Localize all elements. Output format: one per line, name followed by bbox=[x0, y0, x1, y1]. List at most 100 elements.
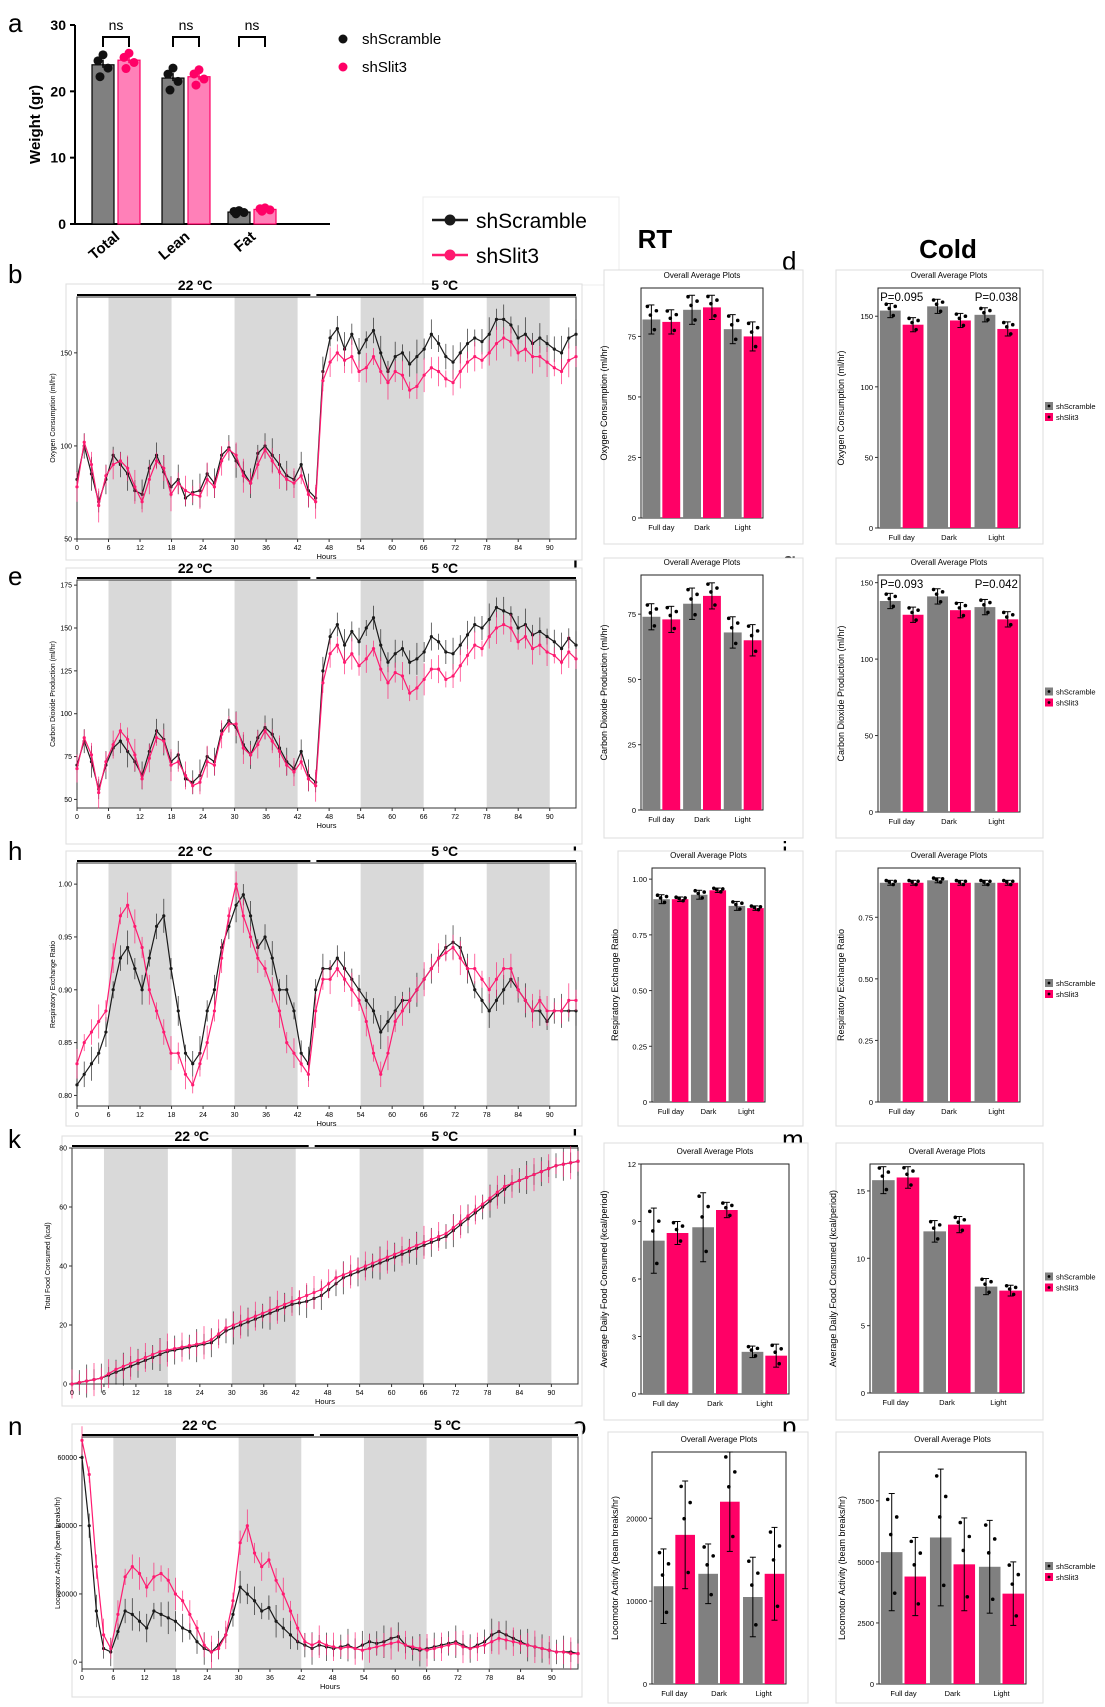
k-point-shslit3 bbox=[407, 1246, 411, 1250]
c-y-axis-label: Oxygen Consumption (ml/hr) bbox=[599, 345, 609, 460]
f-plot-border bbox=[640, 574, 764, 811]
f-dot-shscramble bbox=[652, 624, 657, 628]
e-y-tick-label: 100 bbox=[60, 711, 72, 718]
n-y-axis-label: Locomotor Activity (beam breaks/hr) bbox=[55, 1497, 62, 1609]
b-point-shscramble bbox=[335, 327, 339, 331]
l-bar-shscramble bbox=[692, 1227, 714, 1394]
k-x-tick-label: 54 bbox=[356, 1390, 364, 1397]
p-bar-shscramble bbox=[929, 1537, 952, 1684]
p-dot-shscramble bbox=[941, 1583, 946, 1588]
h-point-shslit3 bbox=[126, 903, 130, 907]
n-point-shslit3 bbox=[159, 1571, 163, 1576]
c-dot-shslit3 bbox=[674, 312, 679, 317]
h-x-tick-label: 36 bbox=[262, 1112, 270, 1119]
b-point-shslit3 bbox=[335, 351, 339, 355]
h-point-shscramble bbox=[285, 988, 289, 992]
i-dot-shscramble bbox=[702, 890, 707, 894]
g-y-tick-label: 0 bbox=[869, 808, 873, 817]
e-point-shscramble bbox=[357, 640, 361, 644]
i-dot-shscramble bbox=[658, 896, 663, 900]
b-point-shslit3 bbox=[176, 481, 180, 485]
k-dark-period bbox=[103, 1148, 168, 1384]
e-point-shscramble bbox=[552, 640, 556, 644]
k-y-tick-label: 20 bbox=[59, 1323, 67, 1330]
p-dot-shscramble bbox=[892, 1591, 897, 1595]
e-point-shslit3 bbox=[502, 622, 506, 627]
h-point-shslit3 bbox=[451, 945, 455, 950]
h-point-shslit3 bbox=[531, 1009, 535, 1013]
h-point-shscramble bbox=[104, 1030, 108, 1034]
o-bar-shscramble bbox=[698, 1573, 718, 1684]
j-x-tick-label: Dark bbox=[941, 1107, 957, 1116]
b-point-shscramble bbox=[400, 351, 405, 355]
e-point-shscramble bbox=[422, 650, 426, 654]
n-point-shslit3 bbox=[403, 1643, 408, 1647]
o-dot-shscramble bbox=[702, 1545, 706, 1549]
h-x-tick-label: 18 bbox=[168, 1112, 176, 1119]
m-dot-shscramble bbox=[877, 1166, 882, 1170]
j-y-tick-label: 0 bbox=[869, 1098, 873, 1107]
b-point-shslit3 bbox=[487, 351, 491, 355]
h-point-shslit3 bbox=[422, 977, 426, 981]
e-point-shscramble bbox=[473, 622, 477, 627]
p-dot-shslit3 bbox=[1010, 1582, 1015, 1586]
i-bar-shscramble bbox=[728, 905, 746, 1102]
g-dot-shslit3 bbox=[1001, 610, 1006, 615]
h-point-shslit3 bbox=[133, 924, 137, 928]
h-point-shslit3 bbox=[458, 956, 462, 960]
b-x-tick-label: 18 bbox=[168, 545, 176, 552]
h-x-tick-label: 24 bbox=[199, 1112, 207, 1119]
d-dot-shscramble bbox=[934, 302, 939, 307]
h-point-shslit3 bbox=[299, 1062, 303, 1066]
e-x-tick-label: 6 bbox=[107, 814, 111, 821]
f-x-tick-label: Full day bbox=[648, 815, 675, 824]
m-dot-shscramble bbox=[983, 1282, 987, 1286]
i-bar-shscramble bbox=[690, 894, 708, 1102]
e-y-tick-label: 175 bbox=[60, 583, 72, 590]
b-point-shscramble bbox=[473, 336, 477, 340]
h-point-shscramble bbox=[494, 998, 499, 1002]
h-y-tick-label: 0.85 bbox=[58, 1040, 72, 1047]
k-point-shslit3 bbox=[151, 1352, 155, 1357]
d-legend-label-shslit3: shSlit3 bbox=[1056, 413, 1079, 422]
o-dot-shslit3 bbox=[733, 1470, 737, 1474]
l-dot-shscramble bbox=[749, 1348, 754, 1352]
b-point-shscramble bbox=[480, 340, 484, 344]
c-dot-shscramble bbox=[729, 323, 734, 327]
i-dot-shscramble bbox=[696, 891, 701, 896]
o-dot-shscramble bbox=[750, 1583, 754, 1587]
o-x-tick-label: Light bbox=[756, 1689, 773, 1698]
b-point-shslit3 bbox=[451, 381, 455, 385]
n-point-shslit3 bbox=[252, 1551, 257, 1555]
b-point-shscramble bbox=[379, 351, 383, 355]
p-y-tick-label: 5000 bbox=[857, 1558, 874, 1567]
l-dot-shslit3 bbox=[730, 1203, 734, 1208]
a-legend-marker-shscramble bbox=[338, 34, 348, 44]
b-point-shslit3 bbox=[386, 381, 390, 385]
i-dot-shscramble bbox=[664, 894, 669, 899]
d-y-axis-label: Oxygen Consumption (ml/hr) bbox=[836, 350, 846, 465]
c-y-tick-label: 75 bbox=[628, 332, 636, 341]
b-point-shslit3 bbox=[198, 494, 202, 498]
h-point-shscramble bbox=[314, 988, 318, 992]
b-point-shscramble bbox=[559, 351, 564, 355]
e-x-tick-label: 78 bbox=[483, 814, 491, 821]
n-point-shslit3 bbox=[209, 1650, 213, 1654]
m-dot-shslit3 bbox=[1011, 1292, 1016, 1297]
n-point-shscramble bbox=[87, 1524, 91, 1528]
g-dot-shslit3 bbox=[1010, 612, 1015, 617]
h-y-tick-label: 0.90 bbox=[58, 987, 72, 994]
h-x-tick-label: 90 bbox=[546, 1112, 554, 1119]
e-point-shscramble bbox=[451, 652, 455, 656]
d-bar-shslit3 bbox=[950, 320, 971, 528]
g-p-value-label: P=0.093 bbox=[880, 579, 923, 591]
h-point-shscramble bbox=[205, 1009, 209, 1013]
k-point-shslit3 bbox=[283, 1302, 287, 1306]
f-y-tick-label: 25 bbox=[628, 741, 636, 750]
f-dot-shscramble bbox=[726, 616, 731, 621]
m-dot-shslit3 bbox=[902, 1165, 906, 1170]
n-point-shslit3 bbox=[367, 1646, 372, 1651]
m-dot-shslit3 bbox=[962, 1217, 967, 1222]
n-point-shslit3 bbox=[173, 1592, 178, 1596]
l-dot-shslit3 bbox=[779, 1346, 783, 1351]
